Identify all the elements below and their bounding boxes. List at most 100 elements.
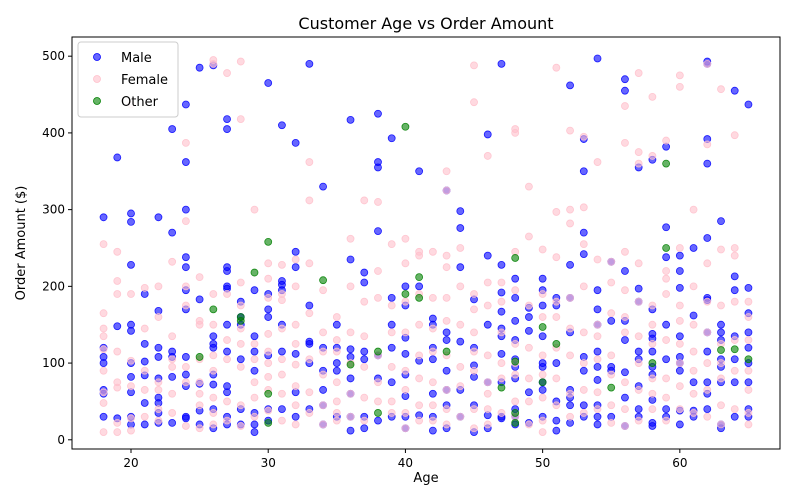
point-female — [552, 63, 561, 72]
point-other — [607, 383, 616, 392]
point-male — [648, 347, 657, 356]
point-female — [593, 388, 602, 397]
point-female — [483, 152, 492, 160]
point-other — [442, 347, 451, 356]
point-male — [154, 213, 163, 222]
point-female — [140, 283, 149, 292]
point-female — [387, 409, 396, 417]
point-male — [538, 274, 547, 283]
point-female — [442, 251, 451, 260]
point-male — [264, 305, 273, 314]
x-tick-label: 60 — [672, 456, 687, 470]
point-male — [675, 267, 684, 275]
point-female — [538, 245, 547, 254]
point-female — [264, 347, 273, 356]
point-male — [456, 207, 465, 216]
point-male — [291, 349, 300, 358]
point-male — [552, 416, 561, 425]
point-male — [223, 320, 231, 329]
point-male — [442, 336, 451, 344]
point-female — [332, 313, 341, 321]
point-female — [579, 386, 588, 394]
point-female — [621, 102, 629, 110]
point-male — [168, 125, 177, 133]
point-female — [744, 297, 753, 306]
point-female — [730, 297, 739, 306]
point-female — [127, 426, 135, 435]
point-female — [360, 416, 369, 425]
point-male — [483, 130, 492, 139]
point-female — [717, 374, 725, 383]
point-female — [168, 257, 177, 266]
point-female — [291, 382, 300, 390]
point-female — [223, 336, 231, 344]
point-male — [374, 227, 382, 236]
point-female — [374, 293, 382, 302]
point-female — [305, 409, 314, 417]
point-female — [332, 378, 341, 387]
point-female — [689, 366, 698, 375]
point-male — [332, 320, 341, 329]
point-male — [140, 420, 149, 429]
point-female — [332, 347, 341, 356]
point-male — [593, 412, 602, 421]
point-female — [428, 401, 437, 410]
point-male — [593, 347, 602, 356]
y-axis-ticks: 0 100 200 300 400 500 — [42, 49, 72, 447]
point-female — [442, 263, 451, 272]
point-male — [113, 322, 122, 331]
point-female — [319, 420, 327, 429]
point-male — [278, 347, 286, 356]
point-other — [415, 273, 424, 282]
point-male — [140, 339, 149, 348]
point-female — [113, 383, 122, 392]
point-other — [662, 244, 671, 252]
point-male — [703, 347, 712, 356]
point-male — [579, 167, 588, 176]
point-female — [209, 320, 218, 329]
point-female — [428, 347, 437, 356]
point-female — [689, 205, 698, 214]
point-female — [209, 366, 218, 375]
point-male — [621, 393, 629, 402]
point-female — [648, 152, 657, 160]
point-female — [278, 296, 286, 305]
point-female — [593, 405, 602, 414]
point-female — [621, 313, 629, 321]
point-female — [648, 389, 657, 398]
point-female — [428, 378, 437, 387]
point-female — [566, 389, 574, 398]
point-female — [346, 282, 355, 291]
point-female — [113, 419, 122, 427]
series-other — [195, 122, 753, 427]
point-male — [236, 355, 245, 364]
point-male — [346, 345, 355, 354]
point-male — [140, 399, 149, 407]
point-female — [607, 351, 616, 360]
point-female — [154, 282, 163, 291]
point-female — [470, 366, 478, 375]
point-female — [703, 59, 712, 68]
point-female — [621, 286, 629, 295]
point-male — [497, 288, 506, 297]
x-tick-label: 30 — [261, 456, 276, 470]
point-female — [387, 363, 396, 371]
point-female — [456, 320, 465, 329]
point-female — [236, 324, 245, 333]
point-female — [291, 401, 300, 410]
point-female — [593, 355, 602, 364]
point-female — [168, 355, 177, 364]
point-male — [154, 353, 163, 361]
point-female — [621, 378, 629, 387]
point-male — [99, 213, 108, 222]
point-female — [401, 328, 410, 337]
point-male — [181, 353, 190, 361]
point-female — [127, 290, 135, 298]
point-female — [181, 422, 190, 430]
point-male — [195, 63, 204, 72]
point-female — [140, 366, 149, 375]
point-male — [621, 336, 629, 344]
point-female — [483, 405, 492, 414]
point-male — [648, 422, 657, 430]
point-male — [593, 363, 602, 371]
